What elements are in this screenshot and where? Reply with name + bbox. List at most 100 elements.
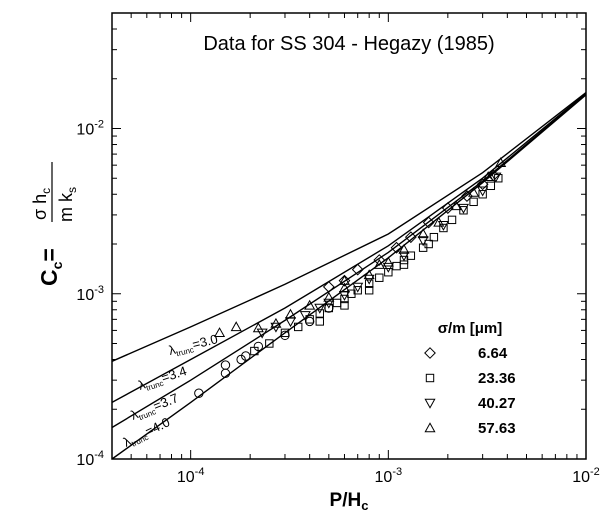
data-point-square: [399, 255, 409, 265]
data-point-circle: [253, 341, 264, 352]
x-axis-title: P/Hc: [330, 490, 369, 513]
data-point-diamond: [441, 202, 454, 214]
data-point-triangle-up: [230, 321, 242, 332]
x-axis-label: P/Hc: [330, 490, 369, 513]
x-axis-title-subscript: c: [361, 498, 368, 513]
x-tick-exponent: -2: [590, 466, 600, 478]
data-point-triangle-down: [314, 303, 326, 314]
y-axis-label: Cc=σ hcm ks: [30, 162, 79, 286]
data-point-circle: [324, 303, 334, 313]
y-axis-title-numerator: σ hc: [30, 188, 53, 220]
data-point-triangle-up: [382, 256, 394, 267]
data-point-square: [478, 190, 487, 199]
data-point-square: [486, 181, 496, 191]
legend-label: 40.27: [478, 395, 516, 412]
data-point-square: [315, 317, 324, 326]
data-point-triangle-up: [270, 317, 282, 328]
data-point-diamond: [351, 263, 364, 276]
data-point-square: [399, 260, 409, 269]
data-point-circle: [241, 351, 251, 361]
data-point-square: [375, 273, 384, 282]
legend-label: 23.36: [478, 370, 516, 387]
legend-marker-diamond: [424, 347, 436, 359]
y-axis-title-rotated: Cc=σ hcm ks: [30, 162, 79, 286]
data-point-square: [469, 197, 478, 207]
data-point-square: [384, 268, 393, 277]
y-axis-title-lhs-subscript: c: [49, 261, 65, 269]
curve-label: λtrunc=3.4: [136, 363, 189, 395]
data-point-square: [364, 286, 374, 295]
y-axis-title-lhs-main: C: [36, 269, 62, 286]
fit-line: [111, 92, 587, 362]
data-point-square: [294, 322, 303, 332]
data-point-square: [424, 239, 433, 249]
y-axis-title-equals: =: [36, 248, 62, 261]
y-tick-base: 10: [76, 287, 94, 304]
data-point-triangle-up: [398, 243, 410, 254]
curve-label-subscript: trunc: [175, 345, 194, 358]
data-point-square: [332, 298, 342, 308]
fit-line: [111, 94, 587, 460]
data-point-triangle-up: [363, 269, 375, 280]
data-point-triangle-up: [417, 228, 429, 239]
data-point-triangle-up: [495, 157, 507, 168]
x-tick-exponent: -4: [195, 466, 205, 478]
data-point-triangle-up: [482, 171, 494, 182]
data-point-diamond: [476, 178, 489, 191]
curve-label-value: =3.7: [151, 390, 180, 414]
data-point-square: [459, 206, 468, 215]
y-tick-label: 10-4: [76, 449, 104, 469]
chart-title: Data for SS 304 - Hegazy (1985): [203, 33, 494, 55]
data-point-triangle-up: [433, 216, 445, 227]
data-point-triangle-up: [450, 200, 462, 211]
data-point-diamond: [390, 241, 403, 254]
x-tick-label: 10-4: [177, 466, 205, 486]
data-point-diamond: [422, 216, 435, 229]
plot-frame: [111, 12, 587, 460]
curve-label-value: =3.0: [191, 331, 220, 352]
data-point-square: [364, 279, 374, 288]
curve-label: λtrunc=4.0: [121, 414, 173, 451]
data-point-triangle-down: [299, 311, 311, 322]
x-axis-title-main: P/H: [330, 490, 362, 511]
y-tick-label: 10-3: [76, 284, 104, 304]
y-axis-title-denominator: m ks: [56, 187, 79, 222]
legend: σ/m [μm] 6.64 23.36 40.27 57.63: [424, 320, 516, 437]
data-point-diamond: [404, 231, 417, 244]
y-axis-title-numerator-subscript: c: [39, 188, 53, 194]
x-tick-label: 10-2: [572, 466, 600, 486]
data-point-triangle-up: [468, 186, 480, 197]
legend-marker-triangle-up: [424, 422, 436, 433]
data-point-square: [340, 301, 349, 310]
data-point-triangle-up: [284, 308, 297, 319]
data-point-triangle-down: [417, 236, 429, 247]
x-tick-exponent: -3: [392, 466, 402, 478]
y-axis-title-lhs: Cc=: [36, 248, 65, 286]
data-point-square: [340, 294, 349, 304]
data-point-square: [392, 261, 401, 271]
legend-label: 6.64: [478, 345, 508, 362]
data-point-triangle-up: [323, 291, 335, 302]
data-point-triangle-down: [477, 186, 489, 197]
y-tick-base: 10: [76, 452, 94, 469]
legend-marker-triangle-down: [424, 398, 436, 409]
data-point-triangle-up: [373, 258, 385, 269]
data-point-square: [429, 232, 439, 242]
data-point-diamond: [338, 274, 351, 287]
data-point-square: [447, 215, 457, 225]
data-point-square: [265, 339, 274, 348]
data-point-square: [353, 286, 362, 295]
data-point-triangle-down: [382, 262, 394, 273]
y-tick-label: 10-2: [76, 119, 104, 139]
data-point-circle: [304, 316, 315, 327]
y-tick-exponent: -2: [94, 119, 104, 131]
curve-label: λtrunc=3.0: [167, 331, 220, 360]
curve-label: λtrunc=3.7: [129, 390, 182, 424]
data-point-triangle-up: [213, 327, 226, 338]
data-point-square: [439, 223, 448, 233]
curve-label-symbol: λ: [167, 342, 177, 358]
data-point-triangle-down: [457, 203, 470, 214]
y-axis-title-denominator-main: m k: [56, 192, 76, 222]
data-point-triangle-up: [338, 282, 351, 293]
